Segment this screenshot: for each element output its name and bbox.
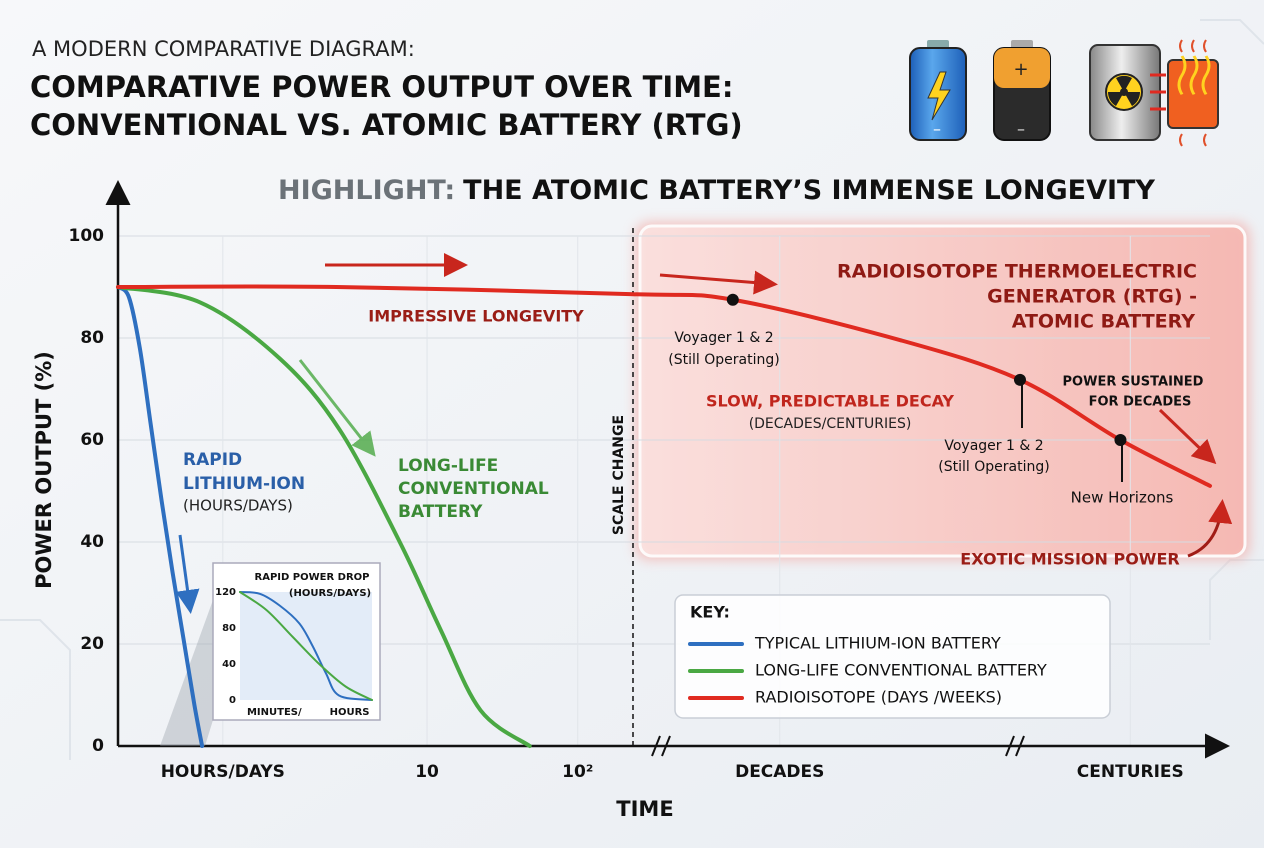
x-tick-label: MINUTES/ bbox=[247, 707, 302, 718]
y-tick-label: 0 bbox=[229, 695, 236, 706]
mission-point bbox=[1114, 434, 1127, 446]
highlight: HIGHLIGHT: THE ATOMIC BATTERY’S IMMENSE L… bbox=[278, 175, 1155, 206]
y-tick-label: 80 bbox=[222, 623, 236, 634]
series-line bbox=[239, 591, 373, 701]
legend-box bbox=[674, 594, 1111, 719]
x-tick-label: HOURS bbox=[330, 707, 370, 718]
annotation: RAPID bbox=[183, 450, 242, 470]
annotation: LONG-LIFE bbox=[398, 456, 498, 476]
legend-title: KEY: bbox=[690, 603, 730, 622]
axis-breaks bbox=[651, 735, 1025, 757]
annotation: Voyager 1 & 2 bbox=[944, 438, 1043, 454]
legend-label: LONG-LIFE CONVENTIONAL BATTERY bbox=[755, 661, 1047, 680]
highlight-lead: HIGHLIGHT: bbox=[278, 175, 455, 206]
circuit-decoration bbox=[0, 19, 1264, 760]
inset-plot bbox=[240, 592, 372, 700]
y-tick-label: 0 bbox=[92, 736, 104, 756]
supertitle: A MODERN COMPARATIVE DIAGRAM: bbox=[32, 37, 415, 61]
x-tick-label: 10² bbox=[562, 762, 593, 782]
x-tick-label: DECADES bbox=[735, 762, 824, 782]
series-line bbox=[116, 284, 1212, 488]
annotation: (Still Operating) bbox=[668, 352, 779, 368]
annotation: SCALE CHANGE bbox=[611, 415, 627, 535]
series-line bbox=[116, 285, 205, 748]
y-tick-label: 40 bbox=[222, 659, 236, 670]
annotation: (Still Operating) bbox=[938, 459, 1049, 475]
mission-point bbox=[726, 293, 739, 306]
svg-text:+: + bbox=[1013, 59, 1028, 80]
y-tick-label: 60 bbox=[80, 430, 104, 450]
x-tick-label: 10 bbox=[415, 762, 439, 782]
y-tick-label: 80 bbox=[80, 328, 104, 348]
svg-text:–: – bbox=[933, 120, 941, 139]
title: COMPARATIVE POWER OUTPUT OVER TIME: bbox=[30, 70, 733, 104]
annotation: CONVENTIONAL bbox=[398, 479, 549, 499]
legend-label: TYPICAL LITHIUM-ION BATTERY bbox=[754, 634, 1001, 653]
x-tick-label: CENTURIES bbox=[1077, 762, 1184, 782]
annotation: Voyager 1 & 2 bbox=[674, 330, 773, 346]
annotation: IMPRESSIVE LONGEVITY bbox=[368, 307, 584, 326]
title: CONVENTIONAL VS. ATOMIC BATTERY (RTG) bbox=[30, 108, 743, 142]
y-tick-label: 20 bbox=[80, 634, 104, 654]
annotation: SLOW, PREDICTABLE DECAY bbox=[706, 392, 954, 411]
highlight-text: THE ATOMIC BATTERY’S IMMENSE LONGEVITY bbox=[463, 175, 1155, 206]
svg-text:–: – bbox=[1017, 120, 1025, 139]
y-tick-label: 100 bbox=[69, 226, 105, 246]
series-line bbox=[239, 591, 373, 701]
annotation: LITHIUM-ION bbox=[183, 474, 305, 494]
y-tick-label: 120 bbox=[215, 587, 236, 598]
legend-label: RADIOISOTOPE (DAYS /WEEKS) bbox=[755, 688, 1002, 707]
annotations: RAPID LITHIUM-ION (HOURS/DAYS) LONG-LIFE… bbox=[183, 261, 1204, 569]
mission-point bbox=[1013, 373, 1026, 386]
annotation: New Horizons bbox=[1071, 489, 1174, 507]
annotation: ATOMIC BATTERY bbox=[1012, 311, 1196, 333]
annotation: GENERATOR (RTG) - bbox=[987, 286, 1197, 308]
icons: – + – bbox=[909, 39, 1219, 147]
annotation: BATTERY bbox=[398, 502, 483, 522]
highlight-region bbox=[638, 224, 1247, 558]
annotation: (DECADES/CENTURIES) bbox=[749, 416, 912, 432]
y-axis-label: POWER OUTPUT (%) bbox=[32, 351, 56, 589]
series-line bbox=[116, 285, 532, 748]
annotation: (HOURS/DAYS) bbox=[183, 497, 293, 515]
annotation: FOR DECADES bbox=[1089, 395, 1192, 410]
y-tick-label: 40 bbox=[80, 532, 104, 552]
legend: TYPICAL LITHIUM-ION BATTERY LONG-LIFE CON… bbox=[688, 634, 1047, 707]
inset-funnel bbox=[160, 600, 213, 746]
x-axis-label: TIME bbox=[616, 797, 673, 821]
annotation: POWER SUSTAINED bbox=[1063, 375, 1204, 390]
annotation: EXOTIC MISSION POWER bbox=[960, 550, 1179, 569]
annotation: RADIOISOTOPE THERMOELECTRIC bbox=[837, 261, 1197, 283]
x-tick-label: HOURS/DAYS bbox=[161, 762, 285, 782]
inset-title: (HOURS/DAYS) bbox=[289, 588, 371, 599]
inset-title: RAPID POWER DROP bbox=[255, 572, 370, 583]
